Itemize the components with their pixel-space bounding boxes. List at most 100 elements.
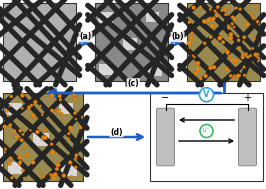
Circle shape bbox=[49, 173, 52, 176]
Circle shape bbox=[225, 67, 228, 71]
Circle shape bbox=[212, 66, 215, 69]
Circle shape bbox=[18, 162, 21, 165]
Circle shape bbox=[231, 58, 234, 61]
Circle shape bbox=[70, 175, 72, 178]
Circle shape bbox=[50, 94, 54, 98]
Circle shape bbox=[224, 13, 227, 16]
Circle shape bbox=[218, 36, 222, 40]
Circle shape bbox=[50, 109, 54, 112]
Circle shape bbox=[227, 26, 231, 29]
Circle shape bbox=[75, 154, 78, 157]
Circle shape bbox=[53, 172, 57, 176]
Bar bbox=[3, 93, 83, 181]
Circle shape bbox=[209, 8, 211, 11]
Circle shape bbox=[35, 130, 40, 134]
Circle shape bbox=[192, 6, 196, 10]
Circle shape bbox=[42, 175, 45, 178]
Circle shape bbox=[51, 150, 55, 155]
Circle shape bbox=[56, 163, 60, 167]
Circle shape bbox=[19, 160, 22, 164]
Circle shape bbox=[221, 9, 223, 12]
Circle shape bbox=[42, 174, 44, 176]
Circle shape bbox=[236, 74, 240, 78]
Circle shape bbox=[10, 176, 13, 179]
Circle shape bbox=[51, 175, 53, 178]
Circle shape bbox=[243, 74, 246, 77]
Circle shape bbox=[59, 112, 62, 114]
Circle shape bbox=[20, 94, 24, 98]
Circle shape bbox=[187, 41, 191, 45]
Circle shape bbox=[20, 138, 24, 142]
Circle shape bbox=[253, 15, 255, 17]
Circle shape bbox=[188, 21, 191, 24]
Circle shape bbox=[15, 135, 19, 139]
Bar bbox=[146, 12, 159, 22]
Circle shape bbox=[213, 44, 215, 46]
Circle shape bbox=[193, 56, 196, 58]
Circle shape bbox=[9, 105, 11, 107]
Circle shape bbox=[24, 154, 28, 157]
Circle shape bbox=[233, 75, 235, 77]
Circle shape bbox=[52, 176, 56, 180]
Bar bbox=[8, 162, 22, 174]
Circle shape bbox=[34, 100, 37, 104]
Circle shape bbox=[7, 161, 12, 166]
Circle shape bbox=[23, 145, 26, 148]
Circle shape bbox=[202, 19, 206, 23]
Circle shape bbox=[251, 47, 254, 50]
Circle shape bbox=[21, 107, 24, 110]
Circle shape bbox=[10, 95, 13, 98]
Circle shape bbox=[189, 47, 191, 49]
Circle shape bbox=[241, 55, 245, 59]
Circle shape bbox=[25, 153, 29, 157]
Circle shape bbox=[238, 46, 241, 50]
Bar bbox=[61, 164, 77, 176]
Bar bbox=[98, 12, 113, 22]
Circle shape bbox=[257, 60, 259, 62]
Circle shape bbox=[194, 72, 198, 76]
Bar bbox=[150, 93, 263, 181]
Circle shape bbox=[41, 138, 44, 140]
Circle shape bbox=[234, 59, 238, 63]
Circle shape bbox=[30, 104, 33, 107]
Circle shape bbox=[22, 133, 24, 136]
Bar bbox=[123, 38, 137, 50]
Circle shape bbox=[73, 112, 77, 115]
Circle shape bbox=[30, 129, 32, 131]
Circle shape bbox=[212, 65, 216, 69]
Circle shape bbox=[58, 94, 61, 98]
Circle shape bbox=[199, 77, 202, 80]
Circle shape bbox=[62, 174, 66, 178]
Circle shape bbox=[245, 22, 249, 26]
Bar bbox=[95, 3, 168, 81]
Circle shape bbox=[232, 16, 236, 20]
Circle shape bbox=[41, 114, 43, 116]
Circle shape bbox=[243, 66, 246, 68]
Bar bbox=[95, 3, 168, 81]
Circle shape bbox=[49, 94, 52, 97]
Circle shape bbox=[254, 53, 258, 57]
Circle shape bbox=[31, 113, 35, 117]
Circle shape bbox=[6, 110, 9, 113]
Circle shape bbox=[209, 66, 213, 70]
Circle shape bbox=[13, 129, 16, 133]
Circle shape bbox=[246, 55, 250, 59]
Bar bbox=[3, 3, 76, 81]
Circle shape bbox=[67, 132, 70, 135]
Circle shape bbox=[9, 157, 13, 160]
Circle shape bbox=[231, 22, 234, 25]
Circle shape bbox=[235, 6, 238, 9]
Circle shape bbox=[203, 42, 206, 45]
Circle shape bbox=[3, 125, 7, 129]
Bar bbox=[3, 93, 83, 181]
Circle shape bbox=[249, 54, 252, 57]
Circle shape bbox=[39, 105, 41, 107]
Circle shape bbox=[210, 24, 215, 28]
Text: Li⁺: Li⁺ bbox=[203, 129, 210, 133]
Circle shape bbox=[200, 88, 214, 102]
Circle shape bbox=[199, 5, 202, 8]
Circle shape bbox=[44, 129, 47, 131]
Circle shape bbox=[254, 53, 257, 56]
Circle shape bbox=[229, 74, 232, 77]
Circle shape bbox=[229, 32, 233, 37]
